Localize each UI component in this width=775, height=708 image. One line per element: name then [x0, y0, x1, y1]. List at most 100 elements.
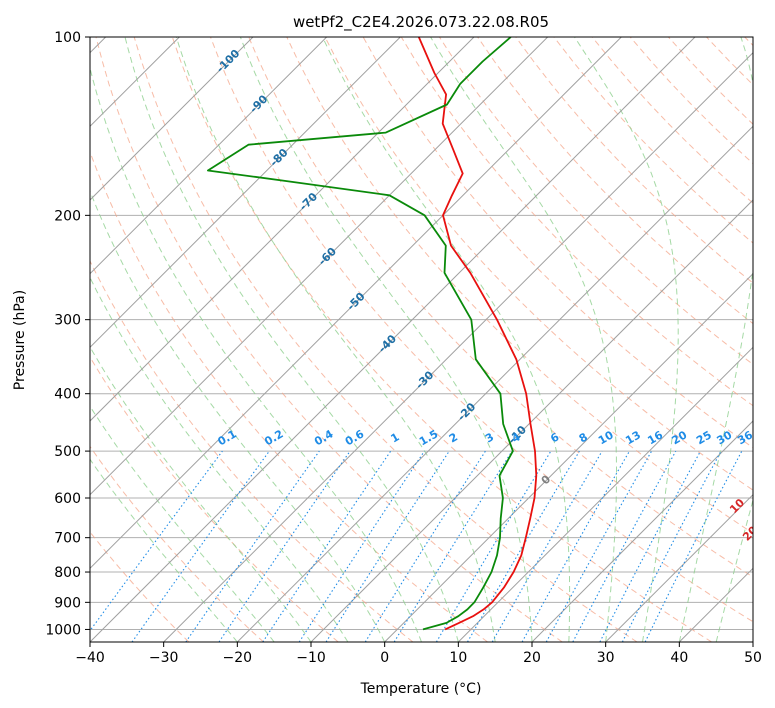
temperature-profile — [417, 37, 538, 631]
y-tick-label: 900 — [54, 595, 81, 611]
dry-adiabat — [248, 37, 753, 578]
x-tick-label: 0 — [380, 650, 389, 666]
isotherm-line — [90, 37, 696, 642]
dry-adiabat — [668, 37, 753, 125]
isotherm-line — [90, 37, 549, 496]
mixing-ratio-line — [599, 450, 701, 642]
mixing-ratio-label: 0.6 — [343, 427, 367, 448]
dewpoint-profile — [207, 37, 514, 631]
mixing-ratio-label: 1 — [389, 430, 402, 445]
y-tick-label: 100 — [54, 30, 81, 46]
dry-adiabat — [286, 37, 753, 534]
moist-adiabat — [239, 37, 533, 642]
mixing-ratio-label: 36 — [735, 428, 755, 447]
x-axis-ticks: −40 −30 −20 −10 0 10 20 30 40 50 — [75, 642, 762, 666]
mixing-ratio-line — [185, 450, 320, 642]
x-tick-label: −30 — [149, 650, 179, 666]
dry-adiabat — [515, 37, 753, 284]
moist-adiabat — [90, 189, 386, 642]
mixing-ratio-line — [545, 450, 653, 642]
mixing-ratio-label: 8 — [577, 430, 590, 445]
mixing-ratio-line — [364, 450, 486, 642]
moist-adiabat — [322, 37, 571, 642]
isotherm-line — [163, 51, 753, 642]
wet-bulb-label: 10 — [727, 496, 747, 516]
dry-adiabat — [95, 37, 563, 642]
isotherm-line — [90, 37, 475, 422]
y-tick-label: 300 — [54, 313, 81, 329]
isopleth-labels: -100-90-80-70-60-50-40-30-20-1000.1 0.2 0.… — [214, 47, 775, 572]
isotherm-line — [90, 37, 401, 349]
moist-adiabat — [124, 37, 459, 642]
dry-adiabat — [171, 37, 712, 642]
mixing-ratio-line — [90, 450, 223, 632]
isotherm-line — [90, 37, 328, 275]
dry-adiabat — [90, 150, 488, 642]
dry-adiabat — [90, 356, 339, 642]
mixing-ratio-label: 0.2 — [262, 427, 285, 448]
x-tick-label: 30 — [597, 650, 615, 666]
plot-area: -100-90-80-70-60-50-40-30-20-1000.1 0.2 0.… — [90, 37, 775, 642]
mixing-ratio-line — [644, 450, 743, 642]
dry-adiabat — [210, 37, 753, 623]
dry-adiabat — [90, 259, 414, 642]
dry-adiabat — [553, 37, 753, 244]
mixing-ratio-line — [435, 450, 552, 642]
mixing-ratio-line — [393, 450, 513, 642]
mixing-ratio-label: 30 — [715, 428, 735, 447]
isotherm-line — [605, 493, 753, 642]
x-tick-label: −20 — [223, 650, 253, 666]
isotherm-line — [384, 272, 753, 642]
dry-adiabat — [706, 37, 753, 86]
isotherm-line — [457, 346, 753, 642]
y-tick-label: 600 — [54, 491, 81, 507]
mixing-ratio-lines — [90, 450, 743, 642]
isotherm-line — [90, 37, 622, 570]
dry-adiabat — [744, 37, 753, 47]
dry-adiabat — [90, 531, 190, 642]
y-tick-label: 200 — [54, 208, 81, 224]
moist-adiabats — [90, 37, 753, 642]
isotherm-line — [90, 37, 254, 201]
x-tick-label: 50 — [744, 650, 762, 666]
x-tick-label: 20 — [523, 650, 541, 666]
moist-adiabat — [715, 498, 753, 642]
x-tick-label: −10 — [296, 650, 326, 666]
moist-adiabat — [90, 458, 238, 642]
mixing-ratio-line — [131, 450, 270, 642]
moist-adiabat — [90, 276, 349, 642]
isotherm-line — [236, 125, 753, 642]
mixing-ratio-line — [298, 450, 425, 642]
mixing-ratio-line — [262, 450, 392, 642]
dry-adiabat — [324, 37, 753, 491]
isotherm-line — [531, 420, 753, 642]
dry-adiabat — [133, 37, 638, 642]
dry-adiabats — [90, 37, 753, 642]
isotherm-line — [678, 567, 753, 642]
mixing-ratio-label: 3 — [483, 430, 496, 445]
wet-bulb-label: 30 — [756, 552, 775, 572]
y-tick-label: 500 — [54, 444, 81, 460]
mixing-ratio-line — [521, 450, 630, 642]
moist-adiabat — [574, 37, 679, 642]
mixing-ratio-label: 16 — [645, 428, 665, 447]
mixing-ratio-label: 2 — [447, 430, 460, 445]
isotherms — [90, 37, 753, 642]
y-tick-label: 800 — [54, 565, 81, 581]
y-tick-label: 700 — [54, 531, 81, 547]
moist-adiabat — [430, 37, 617, 642]
sounding-series — [207, 37, 538, 631]
mixing-ratio-line — [572, 450, 677, 642]
moist-adiabat — [175, 37, 496, 642]
isotherm-line — [310, 199, 753, 642]
x-tick-label: 10 — [449, 650, 467, 666]
mixing-ratio-line — [325, 450, 450, 642]
isotherm-line — [752, 641, 753, 642]
y-axis-label: Pressure (hPa) — [12, 290, 28, 390]
y-axis-ticks: 100 200 300 400 500 600 700 800 900 1000 — [45, 30, 90, 638]
x-axis-label: Temperature (°C) — [360, 681, 482, 697]
moist-adiabat — [90, 345, 312, 642]
chart-title: wetPf2_C2E4.2026.073.22.08.R05 — [293, 13, 549, 32]
y-tick-label: 400 — [54, 387, 81, 403]
moist-adiabat — [678, 37, 753, 642]
